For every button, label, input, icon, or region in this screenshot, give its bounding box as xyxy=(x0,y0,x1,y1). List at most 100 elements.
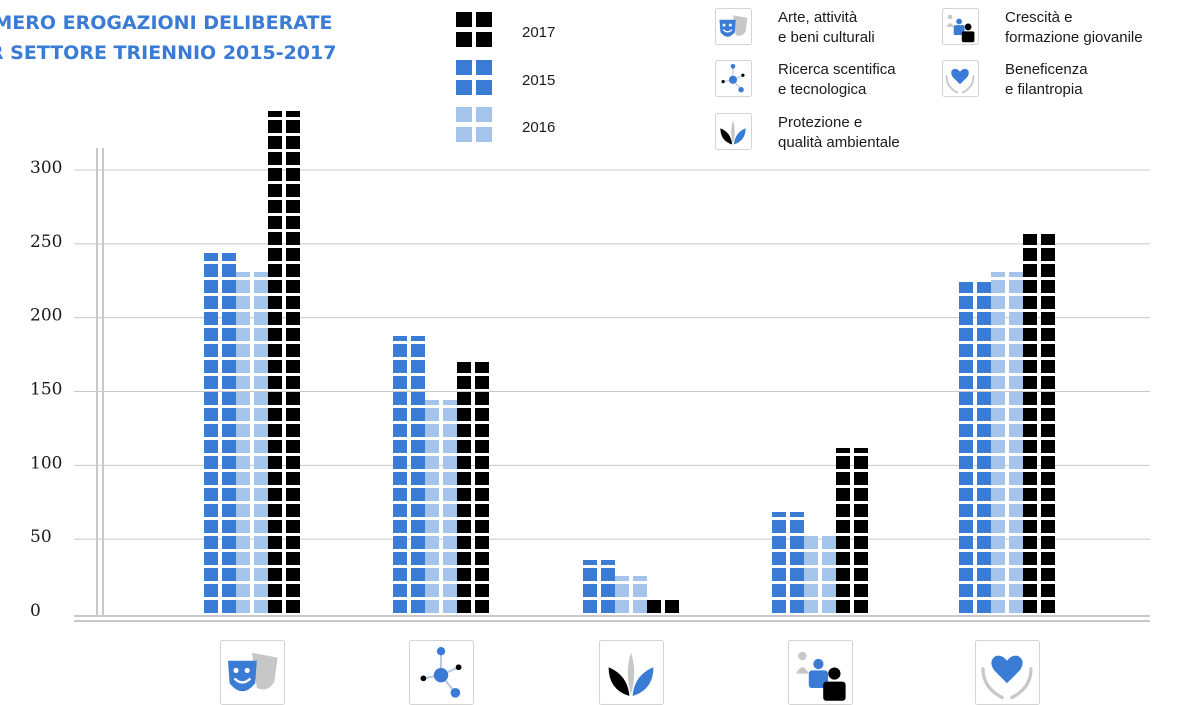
bar-cell xyxy=(1023,520,1037,533)
bar-cell xyxy=(204,328,218,341)
bar-cell xyxy=(411,456,425,469)
bar-cell xyxy=(1041,520,1055,533)
bar-cell xyxy=(204,600,218,613)
bar-cell xyxy=(411,552,425,565)
bar-cell xyxy=(222,568,236,581)
bar-2016-2 xyxy=(425,400,457,613)
bar-cell xyxy=(1009,472,1023,485)
bar-cell xyxy=(1023,234,1037,245)
bar-cell xyxy=(286,504,300,517)
bar-cell xyxy=(977,584,991,597)
bar-cell xyxy=(1009,520,1023,533)
bar-cell xyxy=(991,344,1005,357)
bar-cell xyxy=(222,552,236,565)
bar-cell xyxy=(854,552,868,565)
y-tick-label: 250 xyxy=(30,232,62,252)
bar-cell xyxy=(977,600,991,613)
bar-cell xyxy=(1009,424,1023,437)
bar-cell xyxy=(204,472,218,485)
bar-cell xyxy=(286,424,300,437)
bar-cell xyxy=(1009,456,1023,469)
bar-cell xyxy=(977,408,991,421)
bar-cell xyxy=(286,120,300,133)
y-tick-label: 200 xyxy=(30,306,62,326)
bar-cell xyxy=(475,520,489,533)
bar-cell xyxy=(425,520,439,533)
bar-cell xyxy=(411,376,425,389)
bar-2015-1 xyxy=(204,253,236,613)
bar-cell xyxy=(804,552,818,565)
bar-cell xyxy=(457,568,471,581)
bar-cell xyxy=(268,552,282,565)
bar-cell xyxy=(991,488,1005,501)
bar-cell xyxy=(204,296,218,309)
bar-cell xyxy=(425,536,439,549)
bar-cell xyxy=(222,520,236,533)
bar-cell xyxy=(1041,264,1055,277)
bar-cell xyxy=(836,520,850,533)
bar-cell xyxy=(1023,392,1037,405)
person-head xyxy=(956,18,962,25)
bar-cell xyxy=(425,552,439,565)
bar-cell xyxy=(457,584,471,597)
bar-cell xyxy=(443,488,457,501)
bar-cell xyxy=(854,600,868,613)
bar-cell xyxy=(236,584,250,597)
bar-cell xyxy=(601,600,615,613)
bar-cell xyxy=(1041,234,1055,245)
bar-cell xyxy=(790,584,804,597)
bar-cell xyxy=(254,600,268,613)
bar-2017-3 xyxy=(647,600,679,613)
bar-cell xyxy=(268,488,282,501)
bar-cell xyxy=(1009,272,1023,277)
bar-cell xyxy=(204,392,218,405)
bar-2017-2 xyxy=(457,362,489,613)
bar-cell xyxy=(991,536,1005,549)
person-head xyxy=(828,667,841,680)
bar-cell xyxy=(1023,568,1037,581)
bar-cell xyxy=(443,568,457,581)
bar-cell xyxy=(854,520,868,533)
bar-cell xyxy=(268,584,282,597)
bar-cell xyxy=(204,552,218,565)
y-tick-label: 50 xyxy=(30,527,52,547)
molecule-atom xyxy=(433,668,449,683)
legend-category-label: Protezione e xyxy=(778,114,862,131)
bar-cell xyxy=(425,424,439,437)
legend-swatch xyxy=(456,12,472,27)
bar-cell xyxy=(222,504,236,517)
bar-cell xyxy=(1041,488,1055,501)
bar-cell xyxy=(204,253,218,261)
leaf xyxy=(608,667,630,696)
bar-cell xyxy=(443,520,457,533)
bar-cell xyxy=(1041,280,1055,293)
bar-cell xyxy=(854,472,868,485)
bar-cell xyxy=(254,280,268,293)
bar-cell xyxy=(475,504,489,517)
person-body xyxy=(808,670,828,688)
bar-cell xyxy=(772,512,786,517)
bar-cell xyxy=(236,392,250,405)
bar-cell xyxy=(1023,584,1037,597)
bar-cell xyxy=(286,360,300,373)
bar-cell xyxy=(854,488,868,501)
chart-title-line: PER SETTORE TRIENNIO 2015-2017 xyxy=(0,42,336,64)
bar-2015-2 xyxy=(393,336,425,613)
bar-cell xyxy=(393,440,407,453)
bar-cell xyxy=(822,536,836,549)
bar-cell xyxy=(1009,488,1023,501)
bar-cell xyxy=(236,488,250,501)
bar-cell xyxy=(959,520,973,533)
bar-cell xyxy=(790,568,804,581)
bar-cell xyxy=(411,440,425,453)
bar-cell xyxy=(286,488,300,501)
person-head xyxy=(813,658,824,670)
bar-cell xyxy=(268,344,282,357)
bar-cell xyxy=(254,472,268,485)
legend-category-label: Beneficenza xyxy=(1005,61,1088,78)
bar-cell xyxy=(268,328,282,341)
legend-label: 2016 xyxy=(522,119,555,136)
molecule-atom xyxy=(455,664,462,671)
bar-cell xyxy=(822,568,836,581)
bar-cell xyxy=(1009,360,1023,373)
